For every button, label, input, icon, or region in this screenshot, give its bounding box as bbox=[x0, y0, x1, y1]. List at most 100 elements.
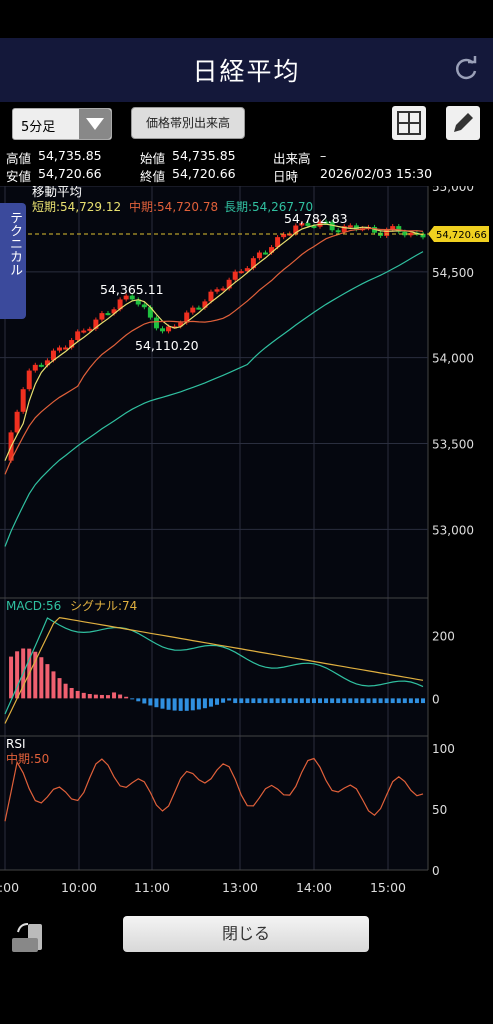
macd-histogram-bar bbox=[408, 698, 413, 704]
candle-body bbox=[44, 360, 50, 366]
layout-grid-icon[interactable] bbox=[392, 106, 426, 140]
macd-histogram-bar bbox=[227, 698, 232, 701]
candle-body bbox=[269, 247, 275, 253]
macd-histogram-bar bbox=[118, 694, 123, 699]
x-tick-label: 15:00 bbox=[370, 880, 406, 895]
candle-body bbox=[93, 319, 99, 329]
macd-histogram-bar bbox=[390, 698, 395, 704]
macd-histogram-bar bbox=[15, 651, 20, 699]
candle-body bbox=[250, 258, 256, 269]
macd-histogram-bar bbox=[305, 698, 310, 704]
candle-body bbox=[208, 291, 214, 302]
candle-body bbox=[408, 232, 414, 236]
candle-body bbox=[75, 331, 81, 341]
candle-body bbox=[172, 326, 178, 329]
rsi-title: RSI bbox=[6, 737, 26, 751]
macd-histogram-bar bbox=[318, 698, 323, 704]
low-value: 54,720.66 bbox=[38, 166, 102, 181]
high-label: 高値 bbox=[6, 151, 32, 166]
candle-body bbox=[26, 370, 32, 390]
refresh-icon[interactable] bbox=[451, 54, 481, 84]
candle-body bbox=[287, 233, 293, 236]
candle-body bbox=[402, 231, 408, 236]
candle-body bbox=[14, 411, 20, 433]
macd-histogram-bar bbox=[99, 694, 104, 699]
short-ma-line bbox=[4, 223, 424, 461]
interval-select[interactable]: 5分足 bbox=[12, 108, 112, 140]
candle-body bbox=[220, 288, 226, 291]
macd-histogram-bar bbox=[202, 698, 207, 709]
candle-body bbox=[305, 223, 311, 226]
macd-histogram-bar bbox=[263, 698, 268, 704]
rotate-screen-icon[interactable] bbox=[10, 918, 48, 956]
macd-histogram-bar bbox=[69, 687, 74, 699]
macd-histogram-bar bbox=[9, 656, 14, 699]
candle-body bbox=[390, 226, 396, 230]
technical-tab[interactable]: テクニカル bbox=[0, 203, 26, 319]
macd-histogram-bar bbox=[142, 698, 147, 704]
macd-y-tick: 200 bbox=[432, 630, 455, 644]
candle-body bbox=[117, 299, 123, 310]
macd-histogram-bar bbox=[384, 698, 389, 704]
pencil-icon[interactable] bbox=[446, 106, 480, 140]
macd-histogram-bar bbox=[178, 698, 183, 711]
macd-histogram-bar bbox=[421, 698, 425, 704]
macd-histogram-bar bbox=[330, 698, 335, 704]
bottom-bar: 閉じる bbox=[0, 906, 493, 1024]
macd-histogram-bar bbox=[402, 698, 407, 704]
y-tick-label: 54,000 bbox=[432, 352, 474, 366]
macd-histogram-bar bbox=[221, 698, 226, 703]
open-label: 始値 bbox=[140, 151, 166, 166]
signal-label: シグナル:74 bbox=[70, 599, 137, 613]
macd-histogram-bar bbox=[414, 698, 419, 704]
signal-line bbox=[4, 616, 424, 724]
annotation-peak: 54,365.11 bbox=[100, 282, 164, 297]
macd-histogram-bar bbox=[324, 698, 329, 704]
macd-histogram-bar bbox=[354, 698, 359, 704]
macd-histogram-bar bbox=[196, 698, 201, 710]
candle-body bbox=[123, 295, 129, 300]
candle-body bbox=[293, 225, 299, 234]
macd-histogram-bar bbox=[233, 698, 238, 704]
macd-histogram-bar bbox=[372, 698, 377, 704]
rsi-y-tick: 100 bbox=[432, 742, 455, 756]
close-label: 終値 bbox=[140, 169, 166, 184]
chart-area[interactable]: 55,000 54,500 54,000 53,500 53,000 54,720.66 5… bbox=[0, 186, 493, 906]
candle-body bbox=[81, 330, 87, 333]
x-tick-label: 14:00 bbox=[296, 880, 332, 895]
macd-histogram-bar bbox=[172, 698, 177, 711]
macd-y-tick: 0 bbox=[432, 692, 440, 706]
candle-body bbox=[153, 317, 159, 329]
rsi-y-tick: 0 bbox=[432, 864, 440, 878]
macd-histogram-bar bbox=[281, 698, 286, 704]
candle-body bbox=[99, 313, 105, 320]
low-label: 安値 bbox=[6, 169, 32, 184]
open-value: 54,735.85 bbox=[172, 148, 236, 163]
macd-histogram-bar bbox=[81, 692, 86, 699]
candle-body bbox=[396, 226, 402, 232]
macd-histogram-bar bbox=[130, 698, 135, 700]
candle-body bbox=[57, 347, 63, 351]
status-bar bbox=[0, 0, 493, 38]
ma-title: 移動平均 bbox=[32, 186, 82, 199]
macd-histogram-bar bbox=[39, 657, 44, 699]
macd-histogram-bar bbox=[348, 698, 353, 704]
macd-histogram-bar bbox=[75, 690, 80, 699]
candle-body bbox=[20, 389, 26, 412]
macd-histogram-bar bbox=[63, 683, 68, 699]
candle-body bbox=[202, 301, 208, 308]
rsi-mid-label: 中期:50 bbox=[6, 751, 49, 766]
macd-histogram-bar bbox=[251, 698, 256, 704]
macd-label: MACD:56 bbox=[6, 599, 61, 613]
macd-histogram-bar bbox=[215, 698, 220, 705]
y-tick-label: 53,500 bbox=[432, 438, 474, 452]
candle-body bbox=[311, 225, 317, 228]
candle-body bbox=[214, 289, 220, 292]
volume-profile-button[interactable]: 価格帯別出来高 bbox=[131, 107, 245, 139]
close-button[interactable]: 閉じる bbox=[123, 916, 369, 952]
candle-body bbox=[232, 271, 238, 280]
macd-histogram-bar bbox=[154, 698, 159, 708]
macd-histogram-bar bbox=[245, 698, 250, 704]
candle-body bbox=[32, 364, 38, 371]
macd-histogram-bar bbox=[275, 698, 280, 704]
